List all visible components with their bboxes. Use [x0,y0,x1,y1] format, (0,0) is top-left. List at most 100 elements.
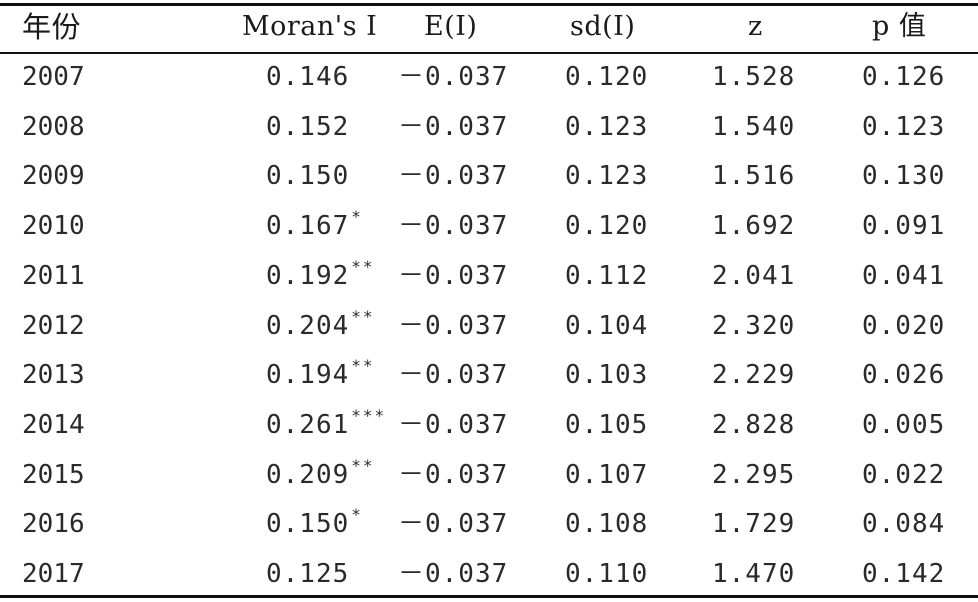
header-moran: Moran's I [242,11,378,42]
significance-stars: ** [351,356,375,376]
table-row: 2009 0.150 －0.037 0.123 1.516 0.130 [0,151,978,201]
cell-ei: －0.037 [398,310,509,341]
table-row: 2014 0.261 *** －0.037 0.105 2.828 0.005 [0,400,978,450]
table-row: 2012 0.204 ** －0.037 0.104 2.320 0.020 [0,301,978,351]
cell-p: 0.041 [862,260,946,291]
table-row: 2007 0.146 －0.037 0.120 1.528 0.126 [0,52,978,102]
cell-z: 2.828 [712,409,796,440]
cell-sd: 0.105 [565,409,649,440]
cell-year: 2008 [22,111,85,142]
table-bottom-rule [0,595,978,598]
cell-year: 2014 [22,409,85,440]
cell-sd: 0.110 [565,559,649,589]
cell-z: 1.692 [712,211,796,242]
cell-moran: 0.209 ** [266,450,375,500]
table-header-row: 年份 Moran's I E(I) sd(I) z p 值 [0,2,978,52]
significance-stars: ** [351,306,375,326]
moran-value: 0.167 [266,211,350,242]
cell-p: 0.130 [862,161,946,192]
cell-moran: 0.125 [266,549,351,599]
cell-sd: 0.112 [565,260,649,291]
table-row: 2016 0.150 * －0.037 0.108 1.729 0.084 [0,499,978,549]
cell-z: 2.041 [712,260,796,291]
significance-stars: ** [351,455,375,475]
cell-z: 2.295 [712,459,796,490]
cell-sd: 0.123 [565,111,649,142]
cell-year: 2013 [22,360,85,391]
table-row: 2015 0.209 ** －0.037 0.107 2.295 0.022 [0,450,978,500]
cell-ei: －0.037 [398,62,509,92]
table-header-rule [0,52,978,54]
cell-moran: 0.192 ** [266,251,375,301]
cell-moran: 0.194 ** [266,350,375,400]
cell-z: 2.320 [712,310,796,341]
cell-year: 2007 [22,62,85,92]
cell-ei: －0.037 [398,161,509,192]
cell-ei: －0.037 [398,260,509,291]
cell-ei: －0.037 [398,211,509,242]
cell-year: 2016 [22,509,85,540]
cell-sd: 0.103 [565,360,649,391]
table-row: 2017 0.125 －0.037 0.110 1.470 0.142 [0,549,978,599]
cell-z: 1.729 [712,509,796,540]
cell-p: 0.022 [862,459,946,490]
header-ei: E(I) [424,11,478,42]
significance-stars: * [351,207,363,227]
cell-p: 0.142 [862,559,946,589]
cell-ei: －0.037 [398,459,509,490]
cell-sd: 0.120 [565,211,649,242]
header-year: 年份 [22,10,82,44]
table-top-rule [0,3,978,6]
cell-ei: －0.037 [398,559,509,589]
moran-value: 0.150 [266,161,350,192]
cell-p: 0.026 [862,360,946,391]
cell-ei: －0.037 [398,509,509,540]
moran-value: 0.261 [266,409,350,440]
cell-year: 2015 [22,459,85,490]
cell-z: 1.516 [712,161,796,192]
cell-z: 1.540 [712,111,796,142]
cell-sd: 0.120 [565,62,649,92]
moran-value: 0.192 [266,260,350,291]
cell-moran: 0.150 [266,151,351,201]
cell-z: 1.470 [712,559,796,589]
header-p: p 值 [872,11,927,42]
cell-moran: 0.146 [266,52,351,102]
cell-sd: 0.107 [565,459,649,490]
cell-moran: 0.261 *** [266,400,386,450]
cell-moran: 0.204 ** [266,301,375,351]
moran-value: 0.125 [266,559,350,589]
moran-value: 0.204 [266,310,350,341]
significance-stars: ** [351,256,375,276]
cell-z: 1.528 [712,62,796,92]
cell-sd: 0.123 [565,161,649,192]
cell-year: 2011 [22,260,85,291]
table-row: 2013 0.194 ** －0.037 0.103 2.229 0.026 [0,350,978,400]
cell-ei: －0.037 [398,409,509,440]
cell-p: 0.126 [862,62,946,92]
cell-ei: －0.037 [398,111,509,142]
significance-stars: * [351,505,363,525]
cell-year: 2012 [22,310,85,341]
cell-p: 0.005 [862,409,946,440]
moran-value: 0.152 [266,111,350,142]
cell-p: 0.084 [862,509,946,540]
cell-sd: 0.108 [565,509,649,540]
moran-value: 0.146 [266,62,350,92]
table-row: 2011 0.192 ** －0.037 0.112 2.041 0.041 [0,251,978,301]
header-z: z [748,11,763,42]
cell-moran: 0.167 * [266,201,363,251]
cell-ei: －0.037 [398,360,509,391]
cell-p: 0.123 [862,111,946,142]
cell-p: 0.020 [862,310,946,341]
moran-value: 0.150 [266,509,350,540]
significance-stars: *** [351,405,387,425]
cell-year: 2009 [22,161,85,192]
cell-moran: 0.150 * [266,499,363,549]
table-row: 2008 0.152 －0.037 0.123 1.540 0.123 [0,102,978,152]
cell-sd: 0.104 [565,310,649,341]
cell-year: 2010 [22,211,85,242]
cell-year: 2017 [22,559,85,589]
header-sd: sd(I) [570,11,636,42]
